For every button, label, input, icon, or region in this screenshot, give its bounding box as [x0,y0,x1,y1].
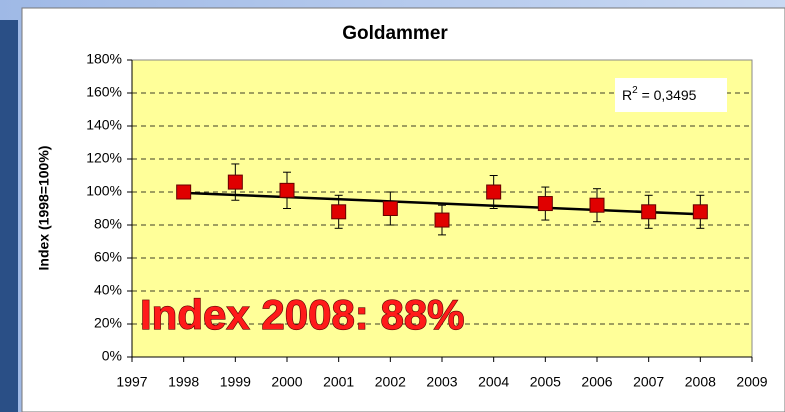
y-tick-label: 180% [86,51,122,67]
x-tick-label: 2004 [478,374,509,390]
x-tick-label: 2003 [426,374,457,390]
x-tick-label: 2005 [530,374,561,390]
data-point [332,205,346,219]
r-label: R [622,87,632,103]
x-tick-label: 2001 [323,374,354,390]
chart-title: Goldammer [342,23,448,44]
y-tick-label: 160% [86,84,122,100]
chart: Goldammer Index (1998=100%) 0% 20% 40% 60% 8… [0,0,785,412]
x-tick-label: 2002 [375,374,406,390]
r-value: = 0,3495 [638,87,697,103]
x-tick-label: 2008 [685,374,716,390]
data-point [280,183,294,197]
side-strip [0,20,18,412]
data-point [590,198,604,212]
y-tick-label: 80% [94,216,122,232]
y-tick-label: 0% [102,348,122,364]
data-point [383,202,397,216]
x-tick-label: 2000 [271,374,302,390]
y-axis-label: Index (1998=100%) [36,146,52,271]
x-tick-label: 2009 [736,374,767,390]
x-tick-label: 1998 [168,374,199,390]
y-tick-label: 60% [94,249,122,265]
y-tick-label: 100% [86,183,122,199]
y-tick-label: 20% [94,315,122,331]
data-point [435,213,449,227]
data-point [228,175,242,189]
data-point [177,185,191,199]
x-tick-label: 1999 [220,374,251,390]
y-tick-label: 40% [94,282,122,298]
data-point [487,185,501,199]
x-tick-label: 2007 [633,374,664,390]
y-tick-label: 140% [86,117,122,133]
x-tick-label: 2006 [581,374,612,390]
data-point [642,205,656,219]
data-point [693,205,707,219]
x-tick-label: 1997 [116,374,147,390]
annotation: Index 2008: 88% [140,291,465,338]
data-point [538,197,552,211]
y-tick-label: 120% [86,150,122,166]
